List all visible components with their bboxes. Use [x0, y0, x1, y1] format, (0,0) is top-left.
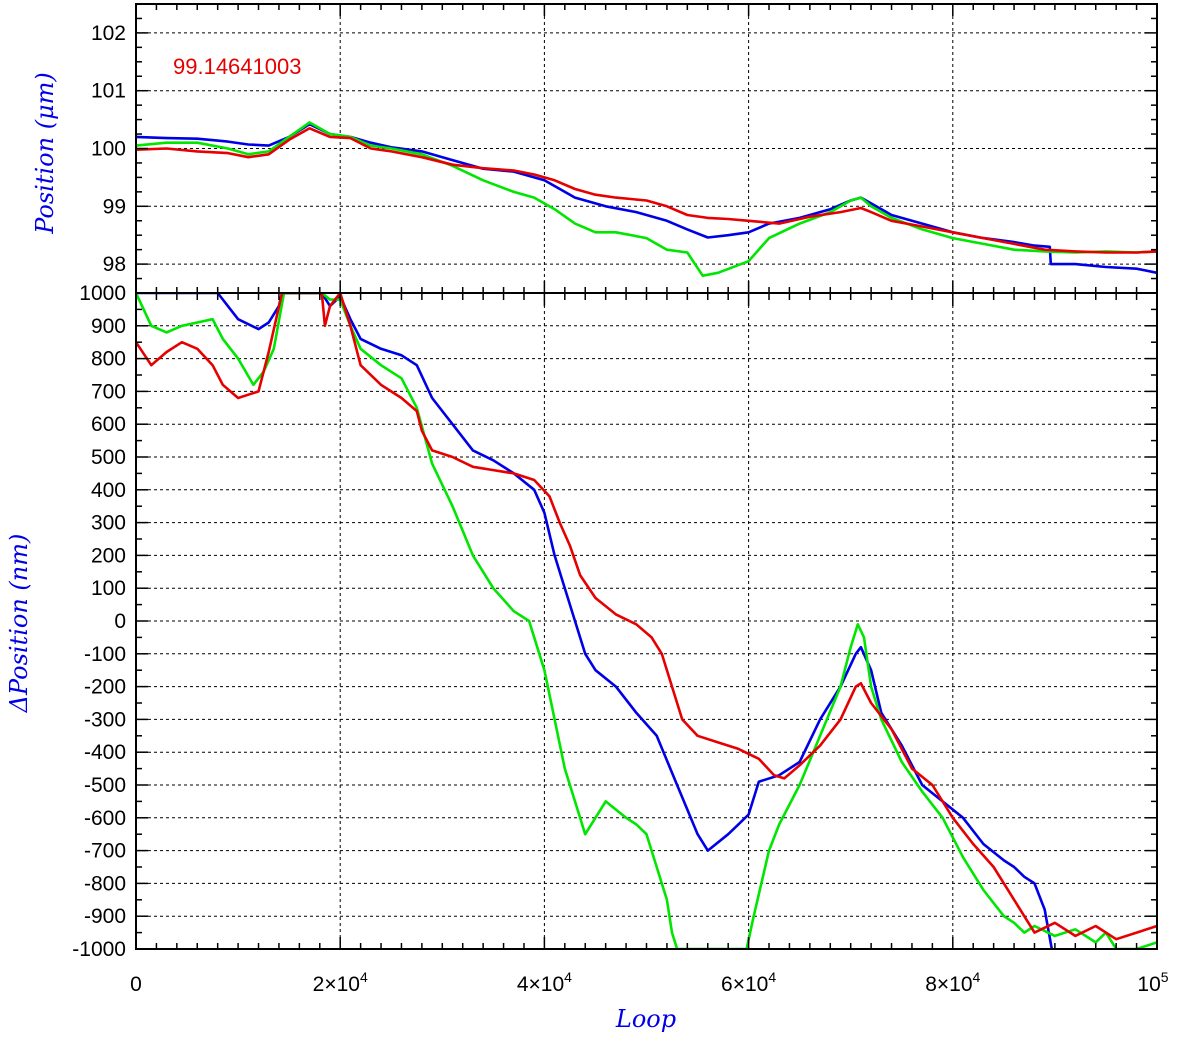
x-tick-label: 6×104 — [721, 969, 776, 996]
chart-annotation-value: 99.14641003 — [173, 54, 301, 79]
bottom-y-tick-label: -1000 — [72, 938, 126, 961]
top-panel-series — [136, 121, 1157, 278]
bottom-y-tick-label: -400 — [84, 741, 126, 764]
bottom-y-tick-label: -700 — [84, 840, 126, 863]
x-tick-label: 2×104 — [313, 969, 368, 996]
bottom-series-green — [136, 293, 1157, 949]
bottom-y-tick-label: -100 — [84, 643, 126, 666]
bottom-y-tick-label: 200 — [91, 544, 126, 567]
top-series-blue — [136, 122, 1157, 275]
bottom-y-tick-label: 500 — [91, 446, 126, 469]
chart-axes — [135, 3, 1158, 950]
top-series-red — [136, 127, 1157, 254]
bottom-y-tick-label: -300 — [84, 708, 126, 731]
x-tick-label: 8×104 — [925, 969, 980, 996]
bottom-y-tick-label: 600 — [91, 413, 126, 436]
bottom-y-tick-label: 300 — [91, 512, 126, 535]
top-y-axis-title: Position (μm) — [31, 72, 59, 235]
bottom-y-tick-label: 0 — [114, 610, 126, 633]
bottom-y-tick-label: -800 — [84, 872, 126, 895]
top-y-tick-label: 98 — [103, 253, 126, 276]
bottom-y-tick-label: 700 — [91, 380, 126, 403]
top-y-tick-label: 100 — [91, 138, 126, 161]
bottom-y-tick-label: 900 — [91, 315, 126, 338]
chart-labels: 9899100101102-1000-900-800-700-600-500-4… — [72, 22, 1169, 996]
bottom-series-red — [136, 293, 1157, 941]
x-axis-title: Loop — [615, 1005, 676, 1033]
top-panel-grid — [136, 4, 1157, 293]
bottom-y-tick-label: 400 — [91, 479, 126, 502]
bottom-y-tick-label: -500 — [84, 774, 126, 797]
bottom-y-tick-label: -600 — [84, 807, 126, 830]
bottom-y-axis-title: ΔPosition (nm) — [5, 534, 33, 714]
x-tick-label: 4×104 — [517, 969, 572, 996]
bottom-y-tick-label: -900 — [84, 905, 126, 928]
bottom-y-tick-label: 800 — [91, 348, 126, 371]
x-tick-label: 0 — [130, 973, 142, 996]
top-y-tick-label: 102 — [91, 22, 126, 45]
top-y-tick-label: 101 — [91, 80, 126, 103]
bottom-panel-grid — [136, 293, 1157, 949]
top-series-green — [136, 121, 1157, 278]
x-tick-label: 105 — [1137, 969, 1168, 996]
bottom-panel-series — [136, 293, 1157, 949]
bottom-y-tick-label: 1000 — [79, 282, 126, 305]
bottom-y-tick-label: 100 — [91, 577, 126, 600]
top-y-tick-label: 99 — [103, 195, 126, 218]
bottom-y-tick-label: -200 — [84, 676, 126, 699]
